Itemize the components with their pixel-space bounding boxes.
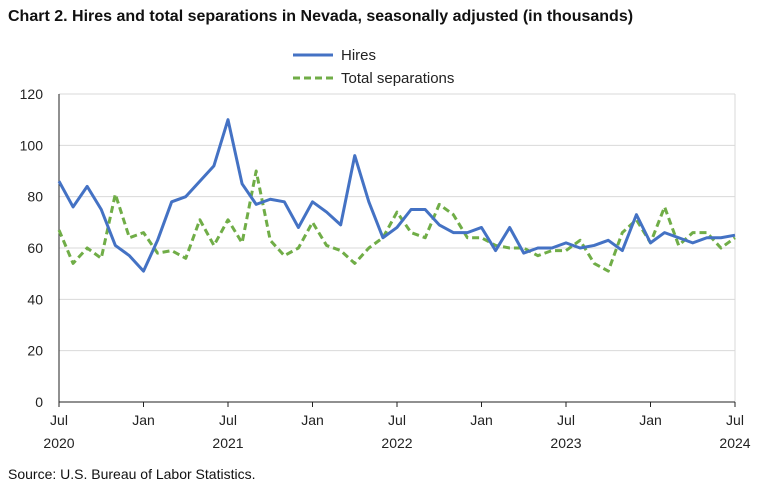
source-note: Source: U.S. Bureau of Labor Statistics. [8,466,256,482]
y-tick-label: 40 [27,291,43,307]
axes [58,94,736,407]
x-tick-label-year: 2024 [719,435,750,451]
x-tick-labels: Jul 2020 Jan Jul 2021 Jan Jul 2022 Jan Jul 2023 Jan… [43,412,750,451]
y-tick-label: 20 [27,343,43,359]
x-tick-label-month: Jul [726,412,744,428]
x-tick-label-month: Jul [557,412,575,428]
x-tick-label-month: Jul [219,412,237,428]
separations-series-line [57,169,736,273]
x-tick-label-month: Jan [301,412,324,428]
x-tick-label-month: Jan [639,412,662,428]
legend-hires-label: Hires [341,47,376,64]
gridlines [59,93,736,402]
x-tick-label-month: Jul [388,412,406,428]
x-tick-label-year: 2022 [381,435,412,451]
x-tick-label-year: 2023 [550,435,581,451]
x-tick-label-year: 2020 [43,435,74,451]
y-tick-label: 60 [27,240,43,256]
x-tick-label-month: Jan [132,412,155,428]
series-lines [57,118,736,273]
legend: Hires Total separations [293,47,454,87]
legend-separations-label: Total separations [341,70,454,87]
x-tick-label-month: Jul [50,412,68,428]
y-tick-label: 100 [20,137,44,153]
y-tick-labels: 0 20 40 60 80 100 120 [20,86,44,410]
x-tick-label-year: 2021 [212,435,243,451]
hires-series-line [57,118,736,273]
y-tick-label: 120 [20,86,44,102]
y-tick-label: 80 [27,189,43,205]
y-tick-label: 0 [35,394,43,410]
x-tick-label-month: Jan [470,412,493,428]
chart-title: Chart 2. Hires and total separations in … [8,8,634,25]
